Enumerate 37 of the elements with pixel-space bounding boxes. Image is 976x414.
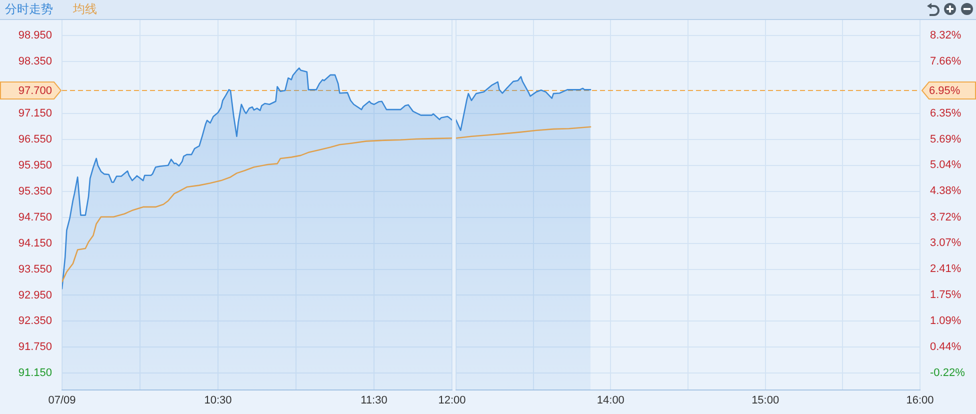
y-tick-label: 95.950	[18, 159, 52, 172]
y-tick-label: 93.550	[18, 263, 52, 276]
text: 8.32%	[930, 29, 962, 42]
text: 3.07%	[930, 236, 962, 249]
text: 0.44%	[930, 340, 962, 353]
y-tick-label: 96.550	[18, 133, 52, 146]
x-tick-label: 11:30	[360, 394, 388, 407]
text: 6.35%	[930, 107, 962, 120]
text: 3.72%	[930, 211, 962, 224]
y-tick-label: 95.350	[18, 185, 52, 198]
x-tick-label: 07/09	[48, 394, 76, 407]
text: 1.75%	[930, 289, 962, 302]
text: 5.04%	[930, 159, 962, 172]
y-tick-label: 98.350	[18, 56, 52, 68]
x-tick-label: 10:30	[204, 394, 232, 407]
x-tick-label: 12:00	[438, 394, 466, 407]
y-tick-label: 91.150	[18, 367, 52, 380]
text: 4.38%	[930, 185, 962, 198]
y-tick-label: 94.150	[18, 237, 52, 250]
x-tick-label: 15:00	[752, 394, 780, 407]
y-tick-label: 94.750	[18, 211, 52, 224]
y-tick-label: 92.350	[18, 315, 52, 328]
text: 5.69%	[930, 133, 962, 146]
x-tick-label: 14:00	[596, 394, 624, 407]
text: 1.09%	[930, 315, 962, 328]
y-tick-label: 98.950	[18, 30, 52, 42]
text: 2.41%	[930, 263, 962, 276]
text: 分时走势	[5, 1, 53, 18]
y-tick-label: 91.750	[18, 341, 52, 354]
text: -0.22%	[930, 367, 965, 380]
ref-line-label: 6.95%	[929, 85, 960, 98]
text: 均线	[73, 1, 97, 18]
ref-line-label: 97.700	[18, 85, 52, 98]
x-tick-label: 16:00	[906, 394, 934, 407]
y-tick-label: 97.150	[18, 108, 52, 120]
text: 7.66%	[930, 56, 962, 68]
y-tick-label: 92.950	[18, 289, 52, 302]
